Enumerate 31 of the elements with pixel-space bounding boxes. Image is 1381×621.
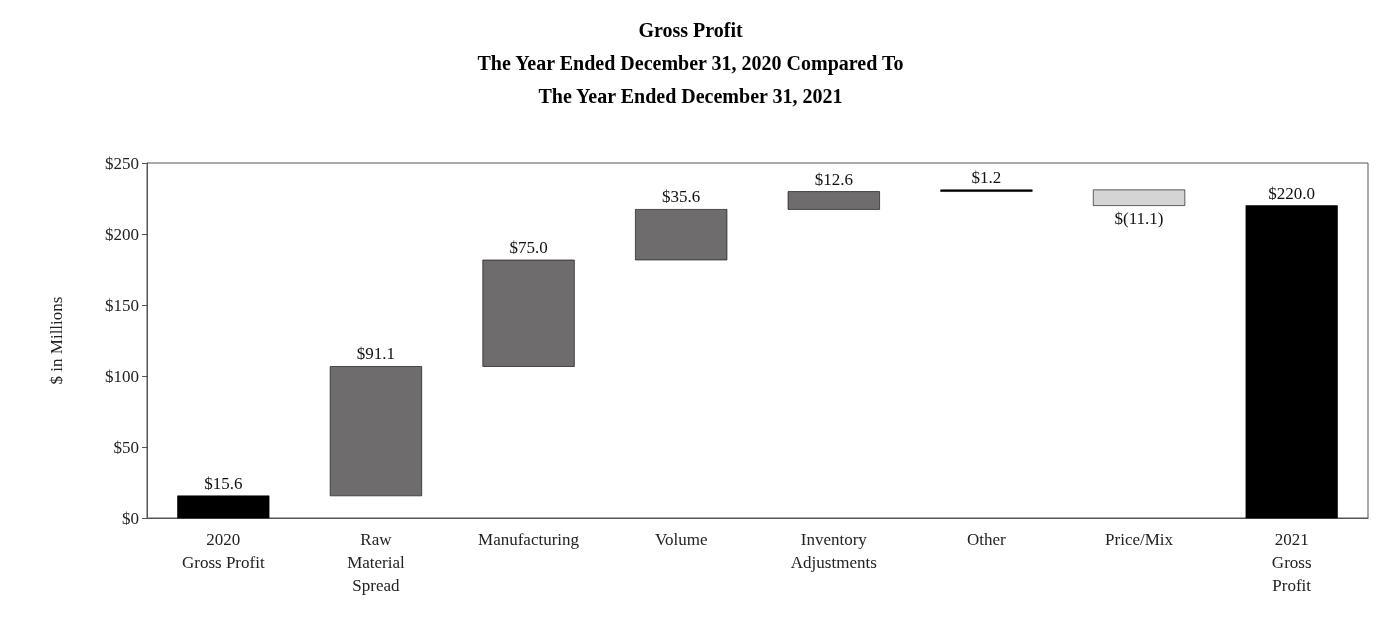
data-label: $(11.1) bbox=[1114, 208, 1164, 228]
data-label: $220.0 bbox=[1268, 183, 1316, 203]
bar bbox=[482, 259, 575, 367]
y-tick-label: $250 bbox=[105, 153, 139, 173]
y-tick-label: $0 bbox=[122, 508, 139, 528]
x-tick-label: Volume bbox=[654, 530, 708, 549]
y-tick-label: $100 bbox=[105, 366, 139, 386]
bar bbox=[1245, 205, 1338, 519]
x-tick-label: 2021 Gross Profit bbox=[1271, 530, 1312, 595]
data-label: $12.6 bbox=[814, 169, 853, 189]
data-label: $15.6 bbox=[204, 473, 243, 493]
x-tick-label: 2020 Gross Profit bbox=[181, 530, 265, 572]
y-tick-label: $200 bbox=[105, 224, 139, 244]
bar bbox=[329, 366, 423, 497]
bar bbox=[177, 495, 270, 519]
data-label: $75.0 bbox=[509, 237, 548, 257]
y-tick-label: $50 bbox=[113, 437, 139, 457]
y-tick-label: $150 bbox=[105, 295, 139, 315]
x-tick-label: Manufacturing bbox=[478, 530, 580, 549]
x-tick-label: Inventory Adjustments bbox=[790, 530, 877, 572]
x-tick-label: Price/Mix bbox=[1105, 530, 1174, 549]
bar bbox=[1092, 189, 1186, 206]
x-tick-label: Raw Material Spread bbox=[347, 530, 405, 595]
bar bbox=[787, 191, 880, 210]
x-tick-label: Other bbox=[967, 530, 1007, 549]
chart-title: Gross Profit The Year Ended December 31, 2020 Compared To The Year Ended December 31, 2021 bbox=[477, 18, 904, 107]
data-label: $91.1 bbox=[356, 344, 396, 364]
bar bbox=[635, 209, 728, 261]
y-axis-title: $ in Millions bbox=[47, 296, 66, 385]
data-label: $1.2 bbox=[971, 167, 1002, 187]
data-label: $35.6 bbox=[662, 187, 701, 207]
